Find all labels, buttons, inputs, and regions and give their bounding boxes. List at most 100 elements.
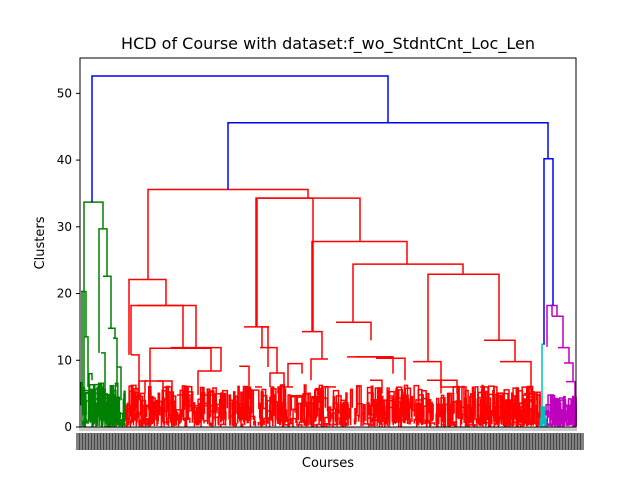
leaf-merge-link: [378, 387, 381, 414]
leaf-merge-link: [238, 403, 245, 420]
merge-link: [566, 380, 576, 397]
leaf-merge-link: [406, 398, 410, 419]
leaf-merge-link: [303, 384, 307, 423]
x-tick-label-glyphs: [139, 433, 143, 450]
leaf-merge-link: [193, 410, 199, 427]
leaf-merge-link: [349, 388, 354, 426]
x-tick-label-glyphs: [220, 433, 224, 450]
leaf-merge-link: [339, 403, 346, 426]
leaf-merge-link: [344, 423, 349, 427]
root-merge-link: [91, 75, 389, 203]
x-tick-label-glyphs: [496, 433, 500, 450]
merge-link: [157, 380, 173, 407]
x-tick-label-glyphs: [250, 433, 254, 450]
merge-link: [88, 372, 93, 394]
leaf-merge-link: [553, 410, 560, 427]
x-tick-label-glyphs: [211, 433, 215, 450]
x-tick-label-glyphs: [82, 433, 86, 450]
merge-link: [541, 343, 545, 427]
leaf-merge-link: [476, 404, 482, 424]
x-tick-label-glyphs: [568, 433, 572, 450]
merge-link: [197, 370, 221, 395]
x-tick-label-glyphs: [289, 433, 293, 450]
leaf-merge-link: [289, 395, 296, 425]
merge-link: [552, 315, 564, 348]
leaf-merge-link: [231, 418, 237, 427]
merge-link: [500, 360, 532, 394]
merge-link: [84, 336, 89, 387]
x-tick-label-glyphs: [532, 433, 536, 450]
leaf-merge-link: [195, 420, 200, 426]
merge-link: [103, 275, 112, 329]
x-tick-label-glyphs: [85, 433, 89, 450]
leaf-merge-link: [558, 402, 562, 419]
x-tick-label-glyphs: [319, 433, 323, 450]
x-tick-label-glyphs: [76, 433, 80, 450]
x-tick-label-glyphs: [547, 433, 551, 450]
x-tick-label-glyphs: [262, 433, 266, 450]
x-tick-label-glyphs: [433, 433, 437, 450]
merge-link: [336, 321, 372, 341]
leaf-merge-link: [223, 411, 227, 421]
leaf-merge-link: [471, 386, 475, 426]
leaf-merge-link: [564, 404, 570, 418]
leaf-merge-link: [303, 419, 308, 427]
leaf-merge-link: [464, 401, 467, 415]
merge-link: [171, 346, 222, 371]
x-tick-label-glyphs: [106, 433, 110, 450]
x-tick-label-glyphs: [475, 433, 479, 450]
leaf-merge-link: [376, 388, 380, 422]
x-tick-label-glyphs: [112, 433, 116, 450]
x-tick-label-glyphs: [349, 433, 353, 450]
leaf-merge-link: [447, 410, 453, 427]
merge-link: [269, 372, 285, 387]
x-tick-label-glyphs: [430, 433, 434, 450]
x-tick-label-glyphs: [415, 433, 419, 450]
leaf-merge-link: [366, 386, 373, 421]
x-tick-label-glyphs: [316, 433, 320, 450]
x-tick-label-glyphs: [403, 433, 407, 450]
x-tick-label-glyphs: [490, 433, 494, 450]
x-tick-label-glyphs: [202, 433, 206, 450]
x-tick-label-glyphs: [172, 433, 176, 450]
leaf-merge-link: [240, 391, 243, 421]
leaf-merge-link: [436, 403, 443, 427]
x-tick-label-glyphs: [193, 433, 197, 450]
x-tick-label-glyphs: [184, 433, 188, 450]
merge-link: [147, 188, 309, 280]
x-tick-label-glyphs: [394, 433, 398, 450]
x-tick-label-glyphs: [163, 433, 167, 450]
leaf-merge-link: [468, 424, 476, 427]
leaf-merge-link: [233, 397, 236, 421]
x-tick-label-glyphs: [520, 433, 524, 450]
x-tick-label-glyphs: [124, 433, 128, 450]
x-tick-label-glyphs: [541, 433, 545, 450]
y-tick-label: 10: [57, 353, 72, 367]
leaf-merge-link: [307, 402, 315, 424]
x-tick-label-glyphs: [223, 433, 227, 450]
leaf-merge-link: [207, 410, 214, 426]
merge-link: [311, 240, 408, 332]
x-tick-label-glyphs: [169, 433, 173, 450]
x-tick-label-glyphs: [259, 433, 263, 450]
merge-link: [484, 339, 516, 362]
merge-link: [427, 379, 458, 394]
merge-link: [440, 380, 467, 399]
leaf-merge-link: [122, 398, 126, 423]
root-merge-link: [227, 121, 549, 190]
leaf-merge-link: [532, 396, 536, 424]
leaf-merge-link: [324, 385, 329, 418]
x-tick-label-glyphs: [133, 433, 137, 450]
merge-link: [550, 304, 558, 317]
leaf-merge-link: [370, 398, 376, 418]
x-tick-label-glyphs: [226, 433, 230, 450]
leaf-merge-link: [132, 389, 135, 413]
leaf-merge-link: [413, 418, 418, 425]
x-tick-label-glyphs: [451, 433, 455, 450]
leaf-merge-link: [570, 405, 574, 426]
leaf-merge-link: [516, 423, 522, 427]
x-tick-label-glyphs: [97, 433, 101, 450]
leaf-merge-link: [496, 416, 500, 426]
leaf-merge-link: [502, 400, 508, 426]
x-tick-label-glyphs: [544, 433, 548, 450]
